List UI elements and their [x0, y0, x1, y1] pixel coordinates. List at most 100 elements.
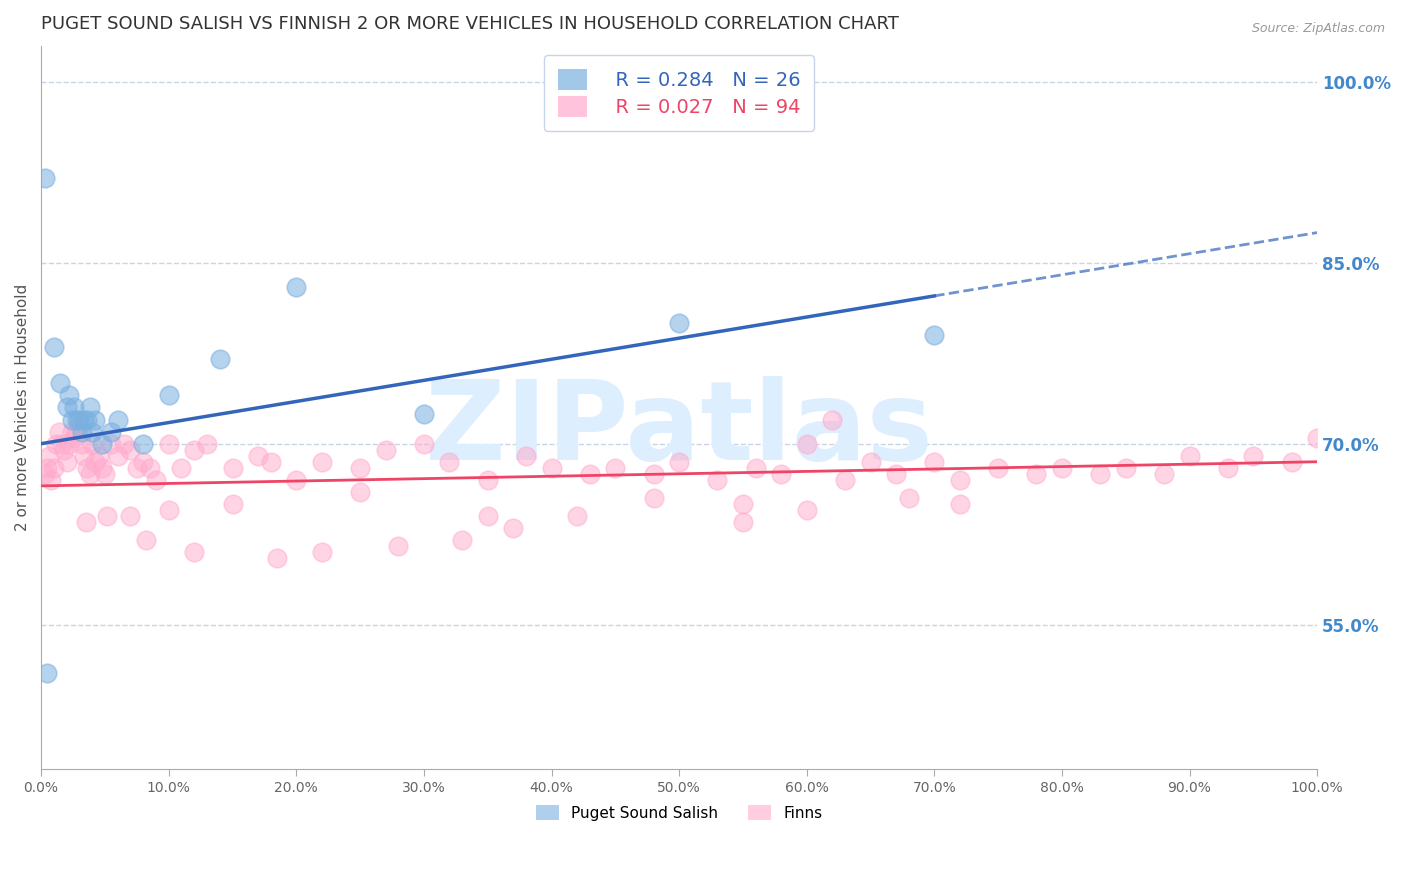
Point — [82, 425, 104, 439]
Point — [285, 280, 308, 294]
Point — [73, 412, 96, 426]
Point — [42, 460, 65, 475]
Point — [605, 460, 627, 475]
Point — [132, 455, 155, 469]
Point — [120, 442, 142, 457]
Point — [157, 436, 180, 450]
Point — [413, 407, 436, 421]
Point — [884, 467, 907, 481]
Point — [63, 401, 86, 415]
Point — [387, 539, 409, 553]
Point — [34, 171, 56, 186]
Point — [706, 473, 728, 487]
Point — [451, 533, 474, 548]
Point — [1241, 449, 1264, 463]
Point — [770, 467, 793, 481]
Point — [73, 449, 96, 463]
Point — [60, 425, 83, 439]
Point — [83, 412, 105, 426]
Point — [76, 412, 98, 426]
Point — [260, 455, 283, 469]
Point — [37, 665, 59, 680]
Point — [45, 436, 67, 450]
Point — [67, 418, 90, 433]
Point — [94, 467, 117, 481]
Point — [79, 401, 101, 415]
Point — [1115, 460, 1137, 475]
Point — [1090, 467, 1112, 481]
Point — [987, 460, 1010, 475]
Point — [821, 412, 844, 426]
Point — [744, 460, 766, 475]
Point — [1216, 460, 1239, 475]
Point — [51, 436, 73, 450]
Point — [34, 467, 56, 481]
Point — [924, 455, 946, 469]
Point — [897, 491, 920, 505]
Point — [53, 442, 76, 457]
Point — [41, 473, 63, 487]
Point — [668, 455, 690, 469]
Point — [183, 442, 205, 457]
Point — [58, 436, 80, 450]
Point — [578, 467, 600, 481]
Point — [266, 551, 288, 566]
Point — [42, 340, 65, 354]
Point — [477, 473, 499, 487]
Point — [63, 431, 86, 445]
Point — [135, 533, 157, 548]
Point — [49, 376, 72, 391]
Point — [38, 449, 60, 463]
Point — [1025, 467, 1047, 481]
Point — [949, 497, 972, 511]
Point — [107, 412, 129, 426]
Point — [183, 545, 205, 559]
Point — [66, 425, 89, 439]
Point — [311, 455, 333, 469]
Point — [125, 460, 148, 475]
Point — [796, 503, 818, 517]
Point — [374, 442, 396, 457]
Point — [1306, 431, 1329, 445]
Point — [37, 460, 59, 475]
Point — [145, 473, 167, 487]
Point — [83, 455, 105, 469]
Point — [195, 436, 218, 450]
Point — [643, 491, 665, 505]
Point — [75, 515, 97, 529]
Point — [515, 449, 537, 463]
Point — [120, 509, 142, 524]
Point — [138, 460, 160, 475]
Point — [170, 460, 193, 475]
Point — [157, 503, 180, 517]
Y-axis label: 2 or more Vehicles in Household: 2 or more Vehicles in Household — [15, 284, 30, 531]
Point — [1281, 455, 1303, 469]
Point — [285, 473, 308, 487]
Point — [76, 460, 98, 475]
Point — [668, 316, 690, 330]
Point — [91, 436, 114, 450]
Text: PUGET SOUND SALISH VS FINNISH 2 OR MORE VEHICLES IN HOUSEHOLD CORRELATION CHART: PUGET SOUND SALISH VS FINNISH 2 OR MORE … — [41, 15, 898, 33]
Point — [55, 455, 77, 469]
Point — [58, 388, 80, 402]
Point — [796, 436, 818, 450]
Point — [311, 545, 333, 559]
Point — [107, 449, 129, 463]
Point — [87, 449, 110, 463]
Point — [834, 473, 856, 487]
Point — [157, 388, 180, 402]
Point — [924, 328, 946, 343]
Point — [221, 460, 243, 475]
Point — [1153, 467, 1175, 481]
Point — [70, 425, 93, 439]
Point — [70, 436, 93, 450]
Point — [949, 473, 972, 487]
Point — [208, 352, 231, 367]
Point — [413, 436, 436, 450]
Point — [221, 497, 243, 511]
Point — [60, 412, 83, 426]
Point — [565, 509, 588, 524]
Point — [731, 515, 754, 529]
Point — [349, 460, 371, 475]
Point — [91, 460, 114, 475]
